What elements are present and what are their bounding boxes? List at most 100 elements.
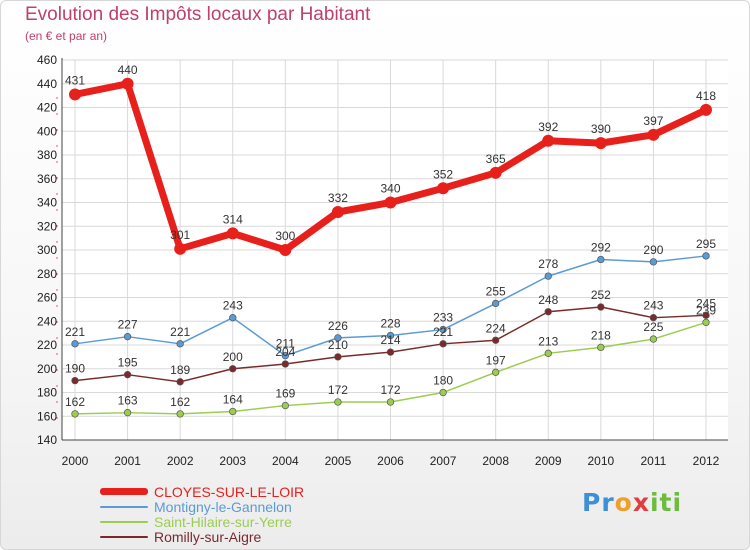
data-label: 169 (275, 387, 295, 401)
data-label: 278 (538, 257, 558, 271)
data-point (437, 182, 450, 195)
data-label: 162 (65, 395, 85, 409)
data-label: 227 (118, 318, 138, 332)
legend-label: Romilly-sur-Aigre (154, 528, 262, 545)
y-tick-label: 260 (37, 291, 57, 305)
data-label: 210 (328, 338, 348, 352)
chart-legend: CLOYES-SUR-LE-LOIR Montigny-le-Gannelon Sa… (100, 483, 305, 545)
data-label: 221 (65, 325, 85, 339)
legend-item: CLOYES-SUR-LE-LOIR (100, 483, 305, 500)
y-tick-label: 320 (37, 219, 57, 233)
data-point (176, 378, 184, 386)
data-point (489, 166, 502, 179)
data-label: 290 (643, 243, 663, 257)
data-label: 228 (380, 317, 400, 331)
y-tick-label: 280 (37, 267, 57, 281)
data-label: 233 (433, 311, 453, 325)
y-tick-label: 460 (37, 53, 57, 67)
y-tick-label: 380 (37, 148, 57, 162)
data-point (594, 137, 607, 150)
data-label: 200 (223, 350, 243, 364)
y-tick-label: 160 (37, 409, 57, 423)
y-tick-label: 400 (37, 124, 57, 138)
data-point (121, 77, 134, 90)
data-point (700, 103, 712, 116)
data-point (281, 360, 289, 368)
data-point (334, 334, 342, 342)
data-label: 314 (223, 212, 243, 226)
data-label: 243 (643, 299, 663, 313)
data-point (649, 314, 658, 322)
data-point (649, 335, 658, 343)
legend-label: CLOYES-SUR-LE-LOIR (154, 483, 305, 500)
data-label: 332 (328, 191, 348, 205)
data-point (544, 272, 552, 280)
data-label: 172 (380, 383, 400, 397)
legend-swatch (100, 535, 148, 538)
data-point (69, 88, 81, 101)
data-label: 226 (328, 319, 348, 333)
x-tick-label: 2001 (114, 454, 141, 468)
data-label: 252 (591, 288, 611, 302)
brand-part-4: iti (649, 488, 683, 517)
data-label: 340 (380, 182, 400, 196)
x-tick-label: 2003 (219, 454, 246, 468)
data-point (71, 410, 79, 418)
y-tick-label: 340 (37, 196, 57, 210)
y-tick-label: 440 (37, 77, 57, 91)
data-label: 397 (643, 114, 663, 128)
data-point (281, 352, 289, 360)
data-label: 214 (380, 333, 400, 347)
data-point (492, 368, 500, 376)
legend-item: Romilly-sur-Aigre (100, 528, 304, 545)
data-point (279, 244, 292, 256)
data-point (542, 134, 555, 147)
data-label: 197 (486, 353, 506, 367)
data-point (229, 365, 237, 373)
legend-swatch (100, 488, 148, 495)
data-label: 239 (696, 303, 716, 317)
data-point (71, 376, 79, 385)
legend-item: Saint-Hilaire-sur-Yerre (100, 514, 304, 530)
y-tick-label: 220 (37, 338, 57, 352)
data-point (334, 398, 342, 406)
data-point (123, 333, 132, 341)
chart-title: Evolution des Impôts locaux par Habitant (25, 4, 371, 25)
data-label: 162 (170, 395, 190, 409)
data-label: 431 (65, 73, 85, 87)
x-tick-label: 2002 (167, 454, 194, 468)
data-point (71, 340, 79, 348)
data-label: 440 (118, 63, 138, 77)
legend-item: Montigny-le-Gannelon (100, 499, 304, 515)
data-point (123, 371, 132, 379)
data-label: 300 (275, 229, 295, 243)
data-label: 352 (433, 167, 453, 181)
data-point (229, 314, 237, 322)
data-point (649, 258, 658, 266)
data-point (597, 255, 605, 264)
x-tick-label: 2010 (587, 454, 614, 468)
data-point (386, 348, 395, 356)
line-chart: 140 160 180 200 220 240 260 280 300 320 340 360 380 4… (37, 53, 728, 468)
x-tick-label: 2005 (325, 454, 352, 468)
brand-logo: Proxiti (582, 488, 682, 517)
data-point (597, 343, 605, 352)
brand-part-3: x (632, 488, 650, 517)
data-label: 243 (223, 299, 243, 313)
x-tick-label: 2012 (693, 454, 720, 468)
x-tick-label: 2011 (641, 454, 667, 468)
data-label: 163 (118, 394, 138, 408)
data-label: 180 (433, 374, 453, 388)
y-tick-label: 200 (37, 362, 57, 376)
data-label: 248 (538, 293, 558, 307)
data-label: 292 (591, 241, 611, 255)
y-tick-label: 240 (37, 314, 57, 328)
x-tick-label: 2004 (272, 454, 299, 468)
chart-subtitle: (en € et par an) (25, 29, 108, 43)
brand-part-2: o (614, 488, 633, 517)
data-label: 204 (275, 345, 295, 359)
data-label: 392 (538, 120, 558, 134)
x-tick-label: 2000 (62, 454, 89, 468)
x-tick-label: 2009 (535, 454, 562, 468)
y-tick-label: 180 (37, 386, 57, 400)
